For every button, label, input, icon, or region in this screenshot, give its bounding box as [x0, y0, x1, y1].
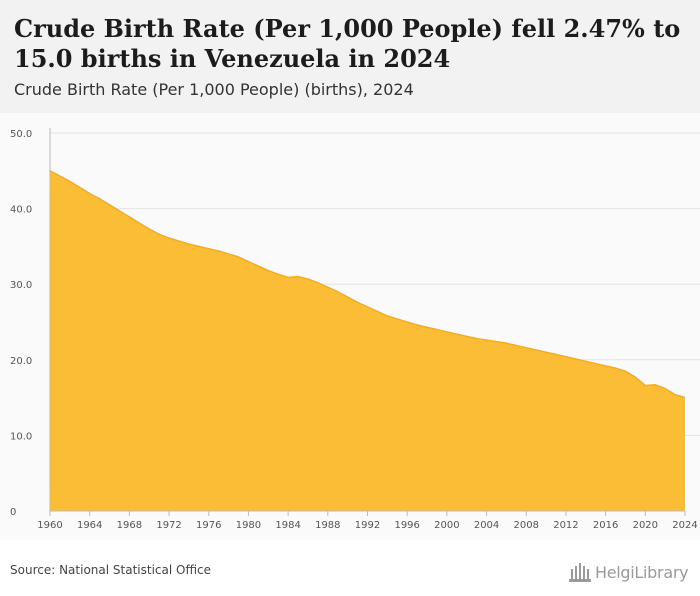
helgi-library-logo[interactable]: HelgiLibrary — [568, 560, 689, 584]
x-tick-labels: 1960 1964 1968 1972 1976 1980 1984 1988 1992 1996… — [37, 511, 698, 531]
x-tick-label: 2012 — [553, 520, 578, 531]
x-tick-label: 1968 — [117, 520, 142, 531]
x-tick-label: 1996 — [394, 520, 419, 531]
x-tick-label: 2000 — [434, 520, 459, 531]
x-tick-label: 1976 — [196, 520, 221, 531]
logo-text: HelgiLibrary — [595, 562, 689, 582]
page-subtitle: Crude Birth Rate (Per 1,000 People) (bir… — [14, 80, 414, 99]
header-panel: Crude Birth Rate (Per 1,000 People) fell… — [0, 0, 700, 113]
x-tick-label: 2004 — [474, 520, 499, 531]
page-title: Crude Birth Rate (Per 1,000 People) fell… — [14, 14, 681, 73]
x-tick-label: 1980 — [236, 520, 261, 531]
x-tick-label: 2008 — [514, 520, 539, 531]
y-tick-label: 40.0 — [10, 205, 32, 216]
y-tick-labels: 0 10.0 20.0 30.0 40.0 50.0 — [10, 129, 32, 518]
x-tick-label: 2016 — [593, 520, 618, 531]
area-line — [49, 170, 686, 399]
series-area — [49, 170, 686, 512]
x-tick-label: 1988 — [315, 520, 340, 531]
y-tick-label: 50.0 — [10, 129, 32, 140]
x-tick-label: 2024 — [672, 520, 697, 531]
area-chart: 010.020.030.040.050.0 1960 1964 1968 1972 19… — [10, 128, 700, 531]
x-tick-label: 2020 — [633, 520, 658, 531]
x-tick-label: 1960 — [37, 520, 62, 531]
area-fill — [50, 170, 685, 512]
x-tick-label: 1972 — [156, 520, 181, 531]
y-tick-label: 0 — [10, 507, 16, 518]
x-tick-label: 1992 — [355, 520, 380, 531]
source-note: Source: National Statistical Office — [10, 563, 212, 577]
library-building-icon — [569, 563, 591, 582]
y-tick-label: 10.0 — [10, 431, 32, 442]
y-tick-label: 20.0 — [10, 356, 32, 367]
y-tick-label: 30.0 — [10, 280, 32, 291]
x-tick-label: 1964 — [77, 520, 102, 531]
x-tick-label: 1984 — [275, 520, 300, 531]
